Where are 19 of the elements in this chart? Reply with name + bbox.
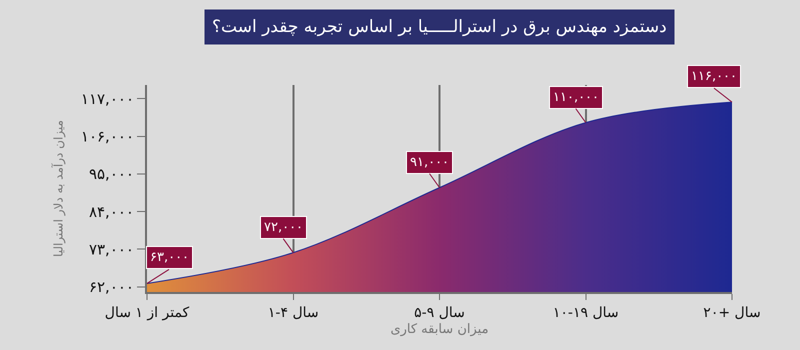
data-label: ۱۱۰,۰۰۰ [553,90,600,105]
y-tick-label: ۱۱۷,۰۰۰ [80,90,134,108]
x-tick-label: ۵-۹ سال [414,304,465,321]
y-tick-label: ۷۳,۰۰۰ [88,240,134,258]
x-tick-label: کمتر از ۱ سال [104,304,190,321]
data-label: ۶۳,۰۰۰ [150,250,190,265]
x-tick-label: ۱۰-۱۹ سال [552,304,619,321]
x-axis-title: میزان سابقه کاری [390,322,489,337]
y-tick-label: ۶۲,۰۰۰ [88,278,134,296]
x-tick-label: ۲۰+ سال [703,304,761,321]
y-axis-title: میزان درآمد به دلار استرالیا [50,120,66,257]
y-tick-label: ۱۰۶,۰۰۰ [80,128,134,146]
y-tick-label: ۹۵,۰۰۰ [88,165,134,184]
y-tick-label: ۸۴,۰۰۰ [88,202,134,221]
data-label: ۱۱۶,۰۰۰ [691,69,738,84]
chart-title: دستمزد مهندس برق در استرالـــــیا بر اساس تجربه چقدر است؟ [212,17,667,37]
x-tick-label: ۱-۴ سال [268,304,319,321]
data-label: ۹۱,۰۰۰ [410,155,450,170]
data-label: ۷۲,۰۰۰ [264,220,304,235]
